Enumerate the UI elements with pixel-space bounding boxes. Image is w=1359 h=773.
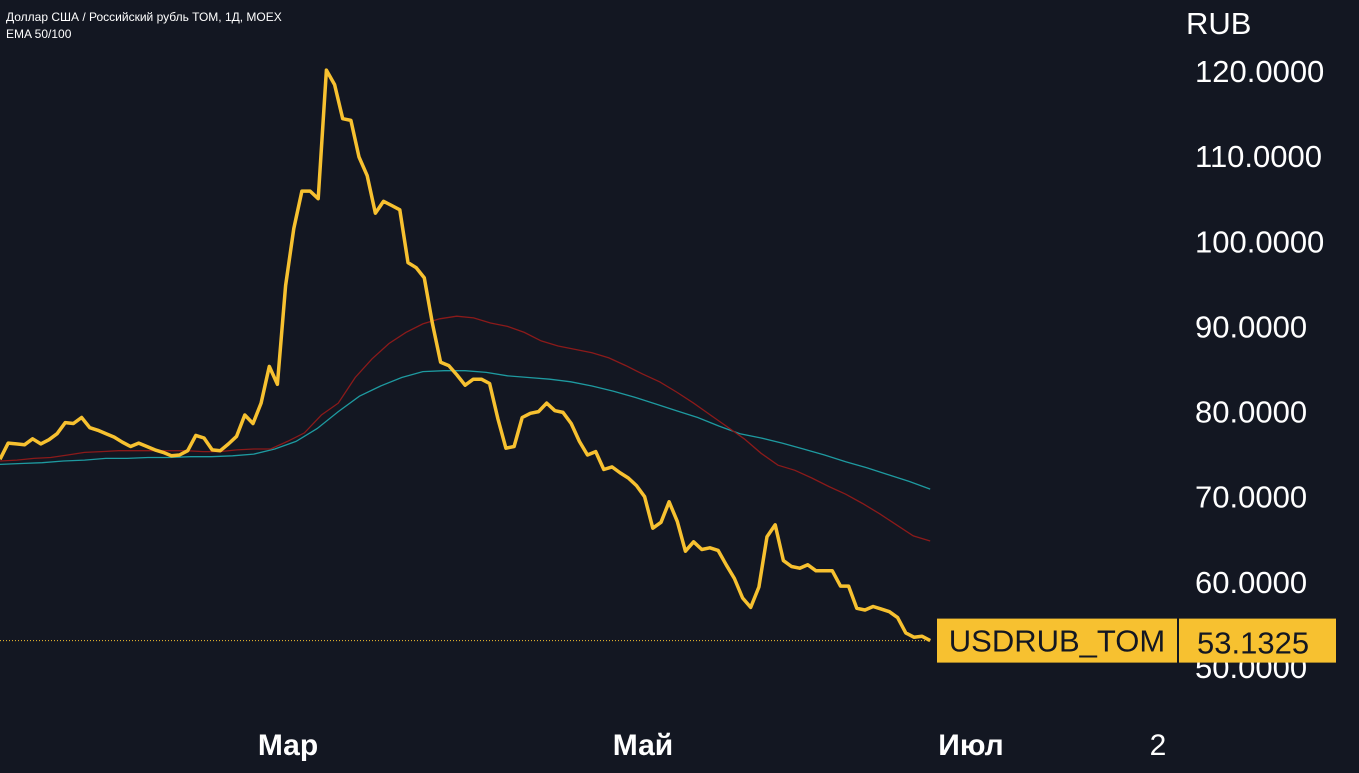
currency-label: RUB [1186, 6, 1251, 41]
y-tick-label: 80.0000 [1195, 395, 1307, 430]
y-tick-label: 70.0000 [1195, 480, 1307, 515]
x-tick-label: 2 [1150, 729, 1167, 762]
price-line[interactable] [0, 68, 932, 643]
y-tick-label: 110.0000 [1195, 139, 1322, 174]
y-tick-label: 60.0000 [1195, 565, 1307, 600]
y-tick-label: 100.0000 [1195, 224, 1324, 259]
last-price-label-bg[interactable] [1179, 618, 1336, 663]
y-tick-label: 120.0000 [1195, 54, 1324, 89]
plot-area[interactable] [0, 68, 932, 643]
y-tick-label: 90.0000 [1195, 309, 1307, 344]
chart-title: Доллар США / Российский рубль ТОМ, 1Д, M… [6, 10, 282, 24]
symbol-label-bg[interactable] [937, 618, 1177, 663]
x-tick-label: Май [613, 729, 673, 762]
price-axis[interactable]: RUB 120.0000 110.0000 100.0000 90.0000 80.000… [937, 6, 1336, 685]
x-tick-label: Мар [258, 729, 318, 762]
ema100-line[interactable] [0, 370, 931, 490]
x-tick-label: Июл [938, 729, 1004, 762]
time-axis[interactable]: Мар Май Июл 2 [258, 729, 1167, 762]
indicator-label[interactable]: EMA 50/100 [6, 27, 72, 41]
last-price-label[interactable]: 53.1325 [1197, 626, 1309, 661]
symbol-label[interactable]: USDRUB_TOM [949, 624, 1165, 659]
